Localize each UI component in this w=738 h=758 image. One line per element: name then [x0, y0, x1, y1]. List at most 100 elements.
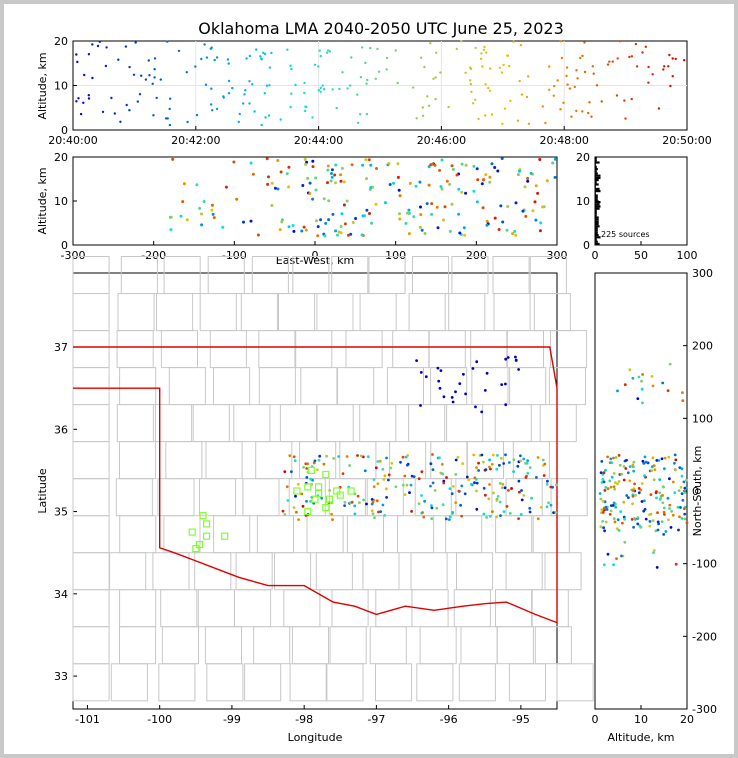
- ns-altitude-point: [625, 458, 628, 462]
- time-altitude-point: [325, 51, 329, 54]
- plan-view-point: [477, 469, 480, 472]
- ns-altitude-point: [666, 496, 670, 500]
- time-altitude-point: [628, 55, 631, 59]
- ew-altitude-point: [443, 205, 447, 209]
- plan-view-point: [309, 500, 312, 503]
- plan-view-point: [403, 493, 407, 496]
- ns-altitude-point: [606, 487, 610, 491]
- plan-view-point: [435, 506, 439, 510]
- ew-altitude-point: [472, 189, 476, 193]
- ns-altitude-point: [661, 381, 665, 385]
- ew-altitude-point: [485, 219, 489, 223]
- plan-view-point: [384, 487, 388, 491]
- time-altitude-point: [317, 89, 320, 92]
- ns-altitude-xtick-label: 10: [634, 713, 648, 726]
- ns-altitude-point: [668, 503, 672, 507]
- plan-view-point: [482, 486, 486, 490]
- county-boundary: [339, 441, 377, 480]
- ew-altitude-point: [407, 232, 411, 236]
- ns-altitude-point: [604, 520, 608, 524]
- histogram-panel: 225 sources 0 50 100 0 10 20: [576, 151, 698, 262]
- time-altitude-point: [289, 105, 292, 109]
- ns-altitude-point: [616, 389, 619, 393]
- plan-view-point: [496, 454, 499, 457]
- time-altitude-point: [469, 67, 473, 71]
- plan-view-point: [283, 513, 287, 516]
- ew-altitude-point: [308, 181, 312, 185]
- plan-view-point: [522, 494, 526, 497]
- plan-view-point: [485, 371, 489, 375]
- time-altitude-point: [501, 122, 504, 126]
- plan-view-point: [518, 490, 521, 494]
- time-altitude-point: [144, 78, 148, 81]
- lma-station: [336, 491, 344, 499]
- ns-altitude-point: [609, 509, 613, 513]
- ew-altitude-point: [292, 229, 296, 233]
- ew-altitude-point: [287, 225, 291, 229]
- ew-altitude-point: [308, 192, 312, 195]
- time-altitude-point: [227, 92, 231, 95]
- lma-station: [203, 520, 211, 528]
- plan-view-point: [353, 512, 357, 516]
- plan-view-xtick-label: -99: [223, 713, 241, 726]
- plan-view-point: [483, 389, 487, 392]
- ew-altitude-point: [302, 225, 306, 229]
- time-altitude-point: [311, 116, 314, 119]
- plan-view-point: [475, 360, 479, 364]
- histogram-bar: [595, 174, 601, 177]
- ns-altitude-point: [683, 486, 687, 490]
- time-altitude-point: [204, 83, 208, 87]
- time-altitude-point: [565, 66, 569, 69]
- ns-altitude-point: [678, 515, 681, 519]
- time-altitude-point: [75, 100, 78, 103]
- plan-view-point: [341, 472, 345, 475]
- ew-altitude-point: [351, 221, 355, 224]
- histogram-bar: [595, 170, 597, 173]
- plan-view-point: [305, 499, 308, 503]
- ew-altitude-point: [303, 157, 307, 161]
- time-altitude-point: [477, 117, 480, 121]
- time-altitude-point: [83, 73, 86, 77]
- ns-altitude-point: [654, 529, 658, 533]
- plan-view-point: [510, 487, 513, 490]
- ew-altitude-point: [438, 168, 442, 172]
- ns-altitude-point: [671, 480, 675, 484]
- plan-view-map: [72, 256, 594, 702]
- ns-altitude-point: [620, 472, 624, 476]
- histogram-bar: [595, 196, 598, 199]
- ns-altitude-point: [623, 383, 627, 386]
- ns-altitude-point: [680, 492, 684, 495]
- plan-view-point: [423, 499, 426, 503]
- ns-altitude-point: [611, 504, 615, 507]
- plan-view-point: [516, 464, 520, 468]
- ew-altitude-point: [418, 225, 422, 229]
- plan-view-point: [328, 489, 332, 492]
- time-altitude-point: [77, 97, 80, 100]
- ew-altitude-point: [518, 169, 521, 173]
- plan-view-sources: [281, 355, 558, 521]
- county-boundary: [412, 256, 450, 294]
- ew-altitude-point: [181, 200, 185, 204]
- time-altitude-point: [548, 88, 551, 92]
- ew-altitude-point: [270, 181, 274, 185]
- ns-altitude-point: [668, 477, 671, 481]
- ew-altitude-point: [368, 212, 371, 215]
- plan-view-point: [424, 375, 428, 379]
- plan-view-point: [437, 379, 441, 383]
- histogram-ytick-label: 10: [576, 195, 590, 208]
- plan-view-point: [419, 371, 423, 374]
- time-altitude-point: [489, 67, 492, 70]
- ew-altitude-ytick-label: 0: [61, 239, 68, 252]
- ns-altitude-point: [600, 508, 604, 512]
- time-altitude-point: [562, 101, 565, 105]
- lma-station: [192, 544, 200, 553]
- county-boundary: [120, 256, 158, 294]
- histogram-bar: [595, 242, 600, 245]
- plan-view-point: [421, 511, 424, 514]
- ew-altitude-point: [450, 202, 454, 206]
- ns-altitude-point: [654, 491, 658, 495]
- time-altitude-point: [667, 65, 670, 68]
- time-altitude-point: [237, 120, 240, 124]
- plan-view-point: [504, 357, 508, 361]
- ew-altitude-point: [342, 180, 346, 184]
